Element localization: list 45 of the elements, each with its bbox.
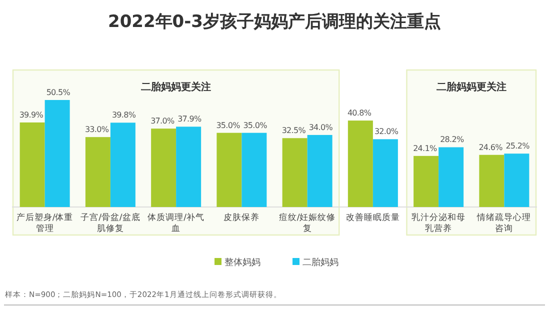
- data-label: 28.2%: [440, 135, 464, 144]
- data-label: 24.6%: [478, 142, 504, 152]
- bar: [85, 137, 110, 207]
- data-label: 34.0%: [308, 122, 334, 132]
- data-label: 39.8%: [112, 110, 136, 120]
- data-label: 37.0%: [150, 116, 175, 126]
- band-label: 二胎妈妈更关注: [436, 81, 506, 93]
- bar: [176, 126, 202, 207]
- bar: [438, 147, 464, 207]
- data-label: 32.5%: [282, 126, 306, 136]
- bar: [110, 122, 136, 207]
- bar: [348, 120, 373, 207]
- x-tick-label: 产后塑身/体重管理: [16, 212, 74, 234]
- bar: [44, 100, 70, 207]
- bar: [479, 154, 504, 207]
- bar: [282, 138, 308, 207]
- bar: [216, 132, 242, 207]
- bar: [307, 134, 332, 207]
- bar: [20, 122, 45, 207]
- data-label: 24.1%: [413, 144, 438, 153]
- data-label: 50.5%: [46, 88, 71, 97]
- data-label: 33.0%: [84, 125, 110, 134]
- data-label: 40.8%: [347, 108, 372, 118]
- x-tick-label: 痘纹/妊娠纹修复: [278, 212, 336, 234]
- data-label: 39.9%: [19, 110, 44, 120]
- data-label: 35.0%: [243, 120, 268, 130]
- x-tick-label: 体质调理/补气血: [148, 212, 204, 234]
- bar: [372, 139, 398, 207]
- bar: [504, 154, 530, 207]
- band-label: 二胎妈妈更关注: [141, 81, 212, 93]
- x-tick-label: 皮肤保养: [224, 212, 260, 223]
- x-tick-label: 子宫/骨盆/盆底肌修复: [80, 212, 140, 234]
- data-label: 32.0%: [374, 127, 399, 136]
- x-tick-label: 情绪疏导心理咨询: [476, 212, 532, 234]
- x-tick-label: 改善睡眠质量: [346, 212, 400, 223]
- legend-label: 整体妈妈: [224, 257, 260, 268]
- bar: [242, 132, 267, 207]
- data-label: 37.9%: [178, 114, 202, 124]
- x-tick-label: 乳汁分泌和母乳营养: [412, 212, 466, 234]
- bar: [414, 156, 439, 207]
- chart-title: 2022年0-3岁孩子妈妈产后调理的关注重点: [108, 12, 442, 32]
- legend-label: 二胎妈妈: [302, 257, 338, 268]
- bar: [151, 128, 176, 207]
- data-label: 25.2%: [506, 142, 530, 151]
- data-label: 35.0%: [216, 120, 241, 130]
